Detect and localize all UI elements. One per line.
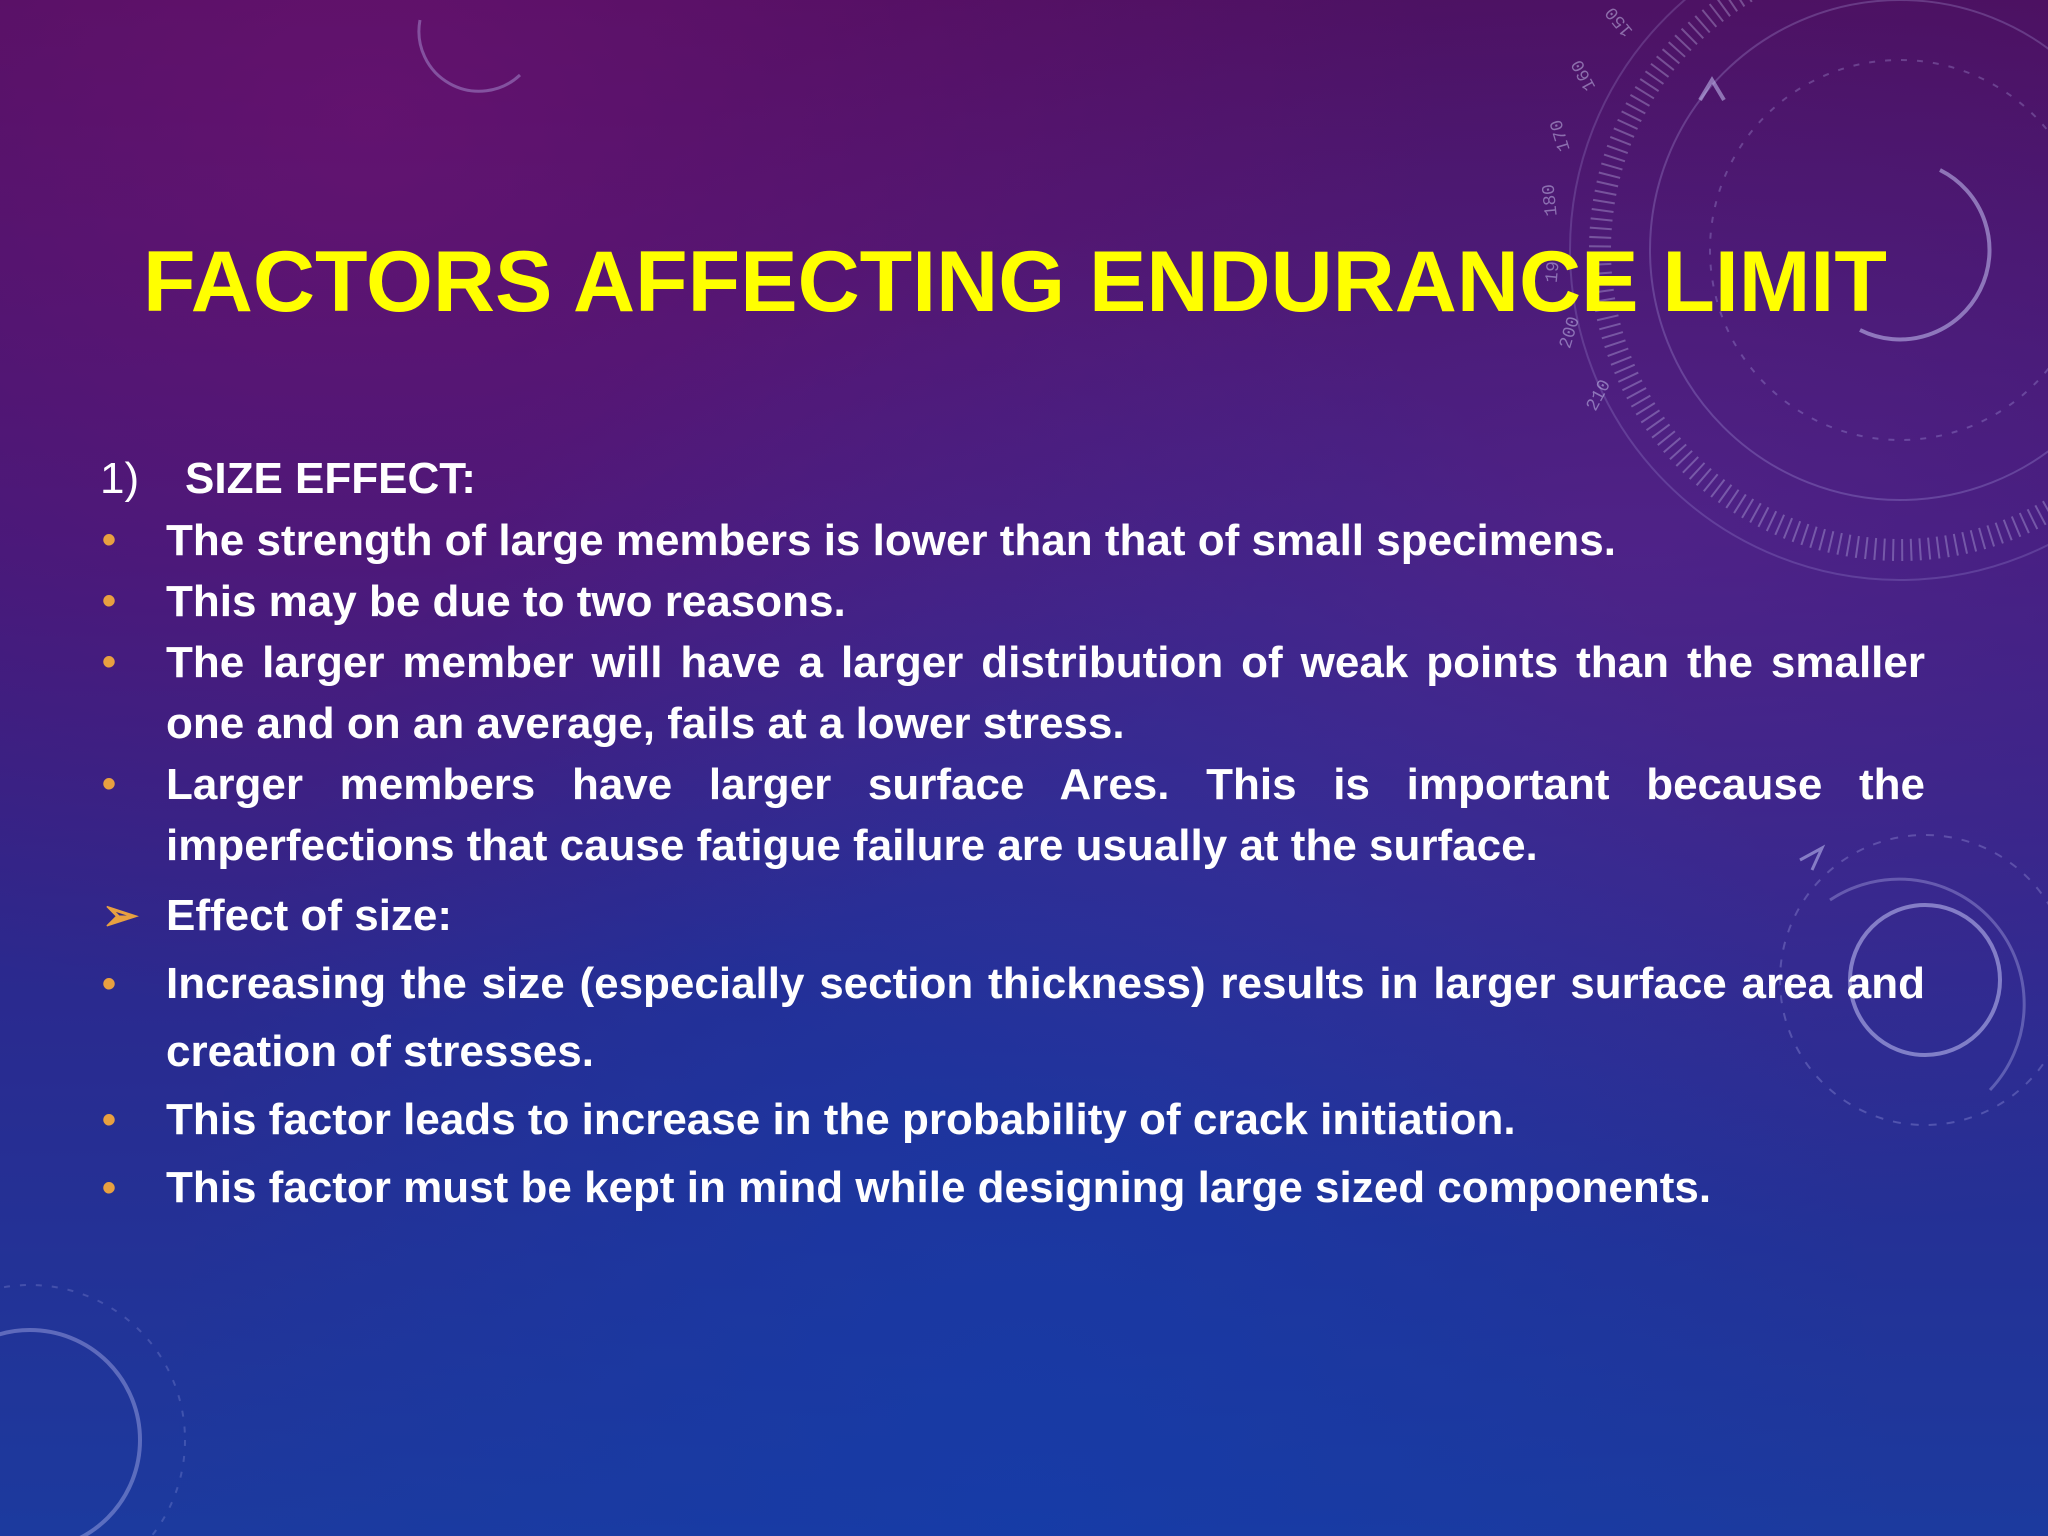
section-heading-text: SIZE EFFECT:	[185, 454, 476, 503]
dial-label: 170	[1547, 117, 1576, 154]
bullet-icon: •	[102, 579, 117, 623]
deco-circle-right-mid	[1848, 903, 2002, 1057]
bullet-item: • This factor leads to increase in the p…	[100, 1086, 1925, 1154]
dial-label: 150	[1602, 2, 1638, 40]
deco-dial-inner	[1649, 0, 2048, 501]
deco-arc-right-mid	[1829, 877, 2026, 1092]
deco-arc-right-top	[1859, 168, 1992, 342]
bullet-item: • Larger members have larger surface Are…	[100, 754, 1925, 876]
bullet-text: Increasing the size (especially section …	[166, 959, 1925, 1076]
bullet-icon: •	[102, 1098, 117, 1142]
bullet-text: This factor must be kept in mind while d…	[166, 1163, 1712, 1212]
deco-dashed-right-mid	[1779, 834, 2048, 1126]
deco-dial-outer	[1569, 0, 2048, 581]
bullet-item: • This factor must be kept in mind while…	[100, 1154, 1925, 1222]
slide-body: 1) SIZE EFFECT: • The strength of large …	[100, 448, 1925, 1222]
bullet-item: • The strength of large members is lower…	[100, 510, 1925, 571]
deco-arrow-mid	[1799, 844, 1826, 871]
deco-circle-bottom-left-outer	[0, 1284, 186, 1536]
dial-label: 190	[1543, 250, 1566, 284]
deco-circle-bottom-left	[0, 1328, 142, 1536]
deco-arrow-top	[1698, 76, 1726, 102]
bullet-text: The strength of large members is lower t…	[166, 516, 1616, 565]
bullet-icon: •	[102, 962, 117, 1006]
bullet-text: The larger member will have a larger dis…	[166, 638, 1925, 748]
bullet-icon: •	[102, 640, 117, 684]
subheading-item: ➢ Effect of size:	[100, 882, 1925, 950]
deco-arc-top-left	[417, 19, 522, 93]
bullet-icon: •	[102, 762, 117, 806]
bullet-icon: •	[102, 518, 117, 562]
bullet-text: This factor leads to increase in the pro…	[166, 1095, 1516, 1144]
dial-label: 180	[1540, 183, 1563, 217]
bullet-item: • Increasing the size (especially sectio…	[100, 950, 1925, 1086]
bullet-text: This may be due to two reasons.	[166, 577, 846, 626]
subheading-text: Effect of size:	[166, 891, 453, 940]
section-heading: 1) SIZE EFFECT:	[100, 448, 1925, 510]
section-number: 1)	[100, 454, 140, 503]
bullet-item: • The larger member will have a larger d…	[100, 632, 1925, 754]
deco-dial-mid	[1709, 59, 2048, 441]
dial-label: 160	[1568, 56, 1601, 94]
arrow-bullet-icon: ➢	[102, 891, 139, 940]
bullet-item: • This may be due to two reasons.	[100, 571, 1925, 632]
bullet-text: Larger members have larger surface Ares.…	[166, 760, 1925, 870]
bullet-icon: •	[102, 1166, 117, 1210]
slide-title: FACTORS AFFECTING ENDURANCE LIMIT	[143, 234, 1887, 330]
